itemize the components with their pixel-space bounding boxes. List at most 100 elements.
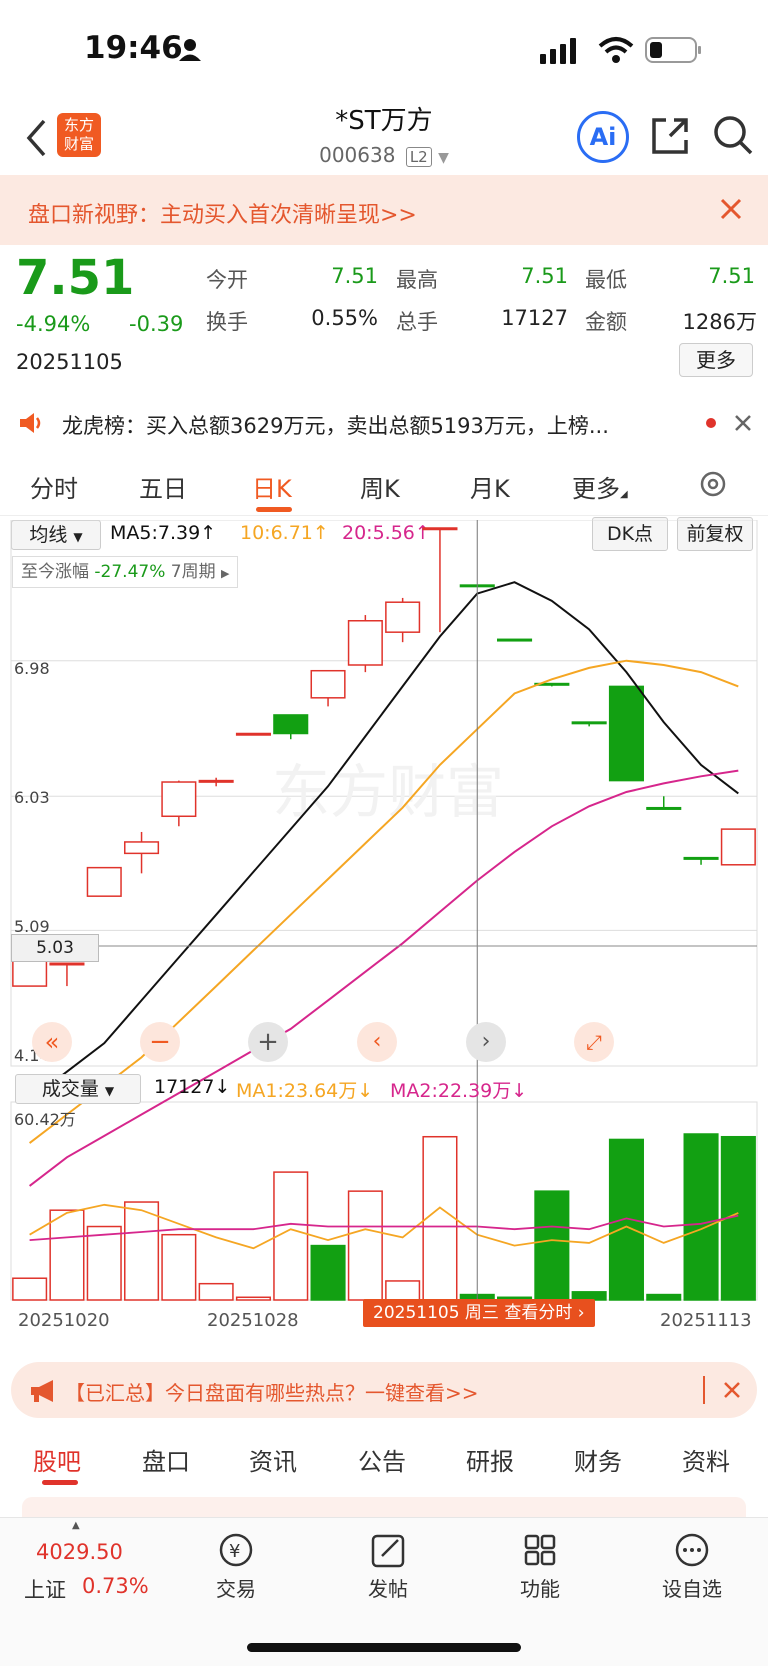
index-change: 0.73% <box>82 1574 149 1598</box>
index-name: 上证 <box>24 1578 66 1602</box>
candle-body <box>49 962 85 966</box>
more-button[interactable]: 更多 <box>679 343 753 377</box>
wifi-icon <box>598 37 634 63</box>
candle-body <box>385 601 421 633</box>
volume-bar <box>124 1201 160 1301</box>
x-label-2: 20251028 <box>207 1310 299 1331</box>
ma20-value: 20:5.56 <box>342 522 415 544</box>
nav-post[interactable]: 发帖 <box>338 1532 438 1602</box>
volume-number: 17127 <box>154 1076 215 1098</box>
range-label: 至今涨幅 <box>21 562 89 582</box>
signal-icon <box>540 38 576 64</box>
fullscreen-icon[interactable]: ⤢ <box>574 1022 614 1062</box>
volume-bar <box>310 1244 346 1301</box>
search-icon[interactable] <box>712 114 754 156</box>
back-icon[interactable] <box>24 118 48 158</box>
candle-body <box>720 828 756 866</box>
high-label: 最高 <box>396 268 438 292</box>
volume-indicator-select[interactable]: 成交量 ▼ <box>15 1074 141 1104</box>
active-tab-indicator <box>42 1480 78 1485</box>
tab-profile[interactable]: 资料 <box>682 1448 730 1476</box>
volume-indicator-label: 成交量 <box>41 1078 99 1100</box>
tab-announcements[interactable]: 公告 <box>358 1448 406 1476</box>
x-label-3: 20251113 <box>660 1310 752 1331</box>
candle-body <box>497 638 533 642</box>
tab-news[interactable]: 资讯 <box>249 1448 297 1476</box>
volume-bar <box>49 1209 85 1301</box>
zoom-in-icon[interactable]: + <box>248 1022 288 1062</box>
low-label: 最低 <box>585 268 627 292</box>
ai-button[interactable]: Ai <box>577 111 629 163</box>
candle-body <box>422 527 458 531</box>
scroll-left-fast-icon[interactable]: « <box>32 1022 72 1062</box>
volume-value: 17127 <box>501 306 568 330</box>
dk-point-button[interactable]: DK点 <box>592 517 668 551</box>
volume-bar <box>534 1190 570 1301</box>
nav-trade[interactable]: ¥ 交易 <box>186 1532 286 1602</box>
speaker-icon <box>20 413 41 433</box>
volume-bar <box>235 1296 271 1301</box>
caret-right-icon: ▶ <box>221 567 230 580</box>
volume-panel-frame <box>10 1101 758 1301</box>
hot-topics-banner[interactable]: 【已汇总】今日盘面有哪些热点？一键查看>> <box>11 1362 757 1418</box>
tab-intraday[interactable]: 分时 <box>30 475 78 503</box>
scroll-left-icon[interactable]: ‹ <box>357 1022 397 1062</box>
price-label-3: 5.09 <box>14 917 50 936</box>
kline-chart[interactable]: 东方财富 <box>0 520 768 1320</box>
stock-code-row[interactable]: 000638 L2 ▼ <box>0 143 768 167</box>
quote-date: 20251105 <box>16 350 123 374</box>
vol-ma1-line <box>29 1203 739 1250</box>
volume-bar <box>347 1190 383 1301</box>
range-period: 7周期 <box>170 562 216 582</box>
tab-reports[interactable]: 研报 <box>466 1448 514 1476</box>
nav-trade-label: 交易 <box>216 1577 256 1601</box>
close-icon[interactable] <box>720 198 742 220</box>
divider <box>703 1376 705 1404</box>
open-value: 7.51 <box>331 264 378 288</box>
close-icon[interactable] <box>723 1381 741 1399</box>
watermark: 东方财富 <box>272 758 504 826</box>
bottom-nav: ▲ 4029.50 上证 0.73% ¥ 交易 发帖 功能 设自选 <box>0 1517 768 1666</box>
tab-weekly-k[interactable]: 周K <box>360 475 400 503</box>
banner-text: 盘口新视野：主动买入首次清晰呈现>> <box>28 203 417 228</box>
tab-financials[interactable]: 财务 <box>574 1448 622 1476</box>
crosshair-price: 5.03 <box>11 934 99 962</box>
post-icon <box>371 1534 405 1568</box>
date-tooltip-text: 20251105 周三 查看分时 <box>373 1303 573 1323</box>
tab-monthly-k[interactable]: 月K <box>470 475 510 503</box>
nav-functions[interactable]: 功能 <box>490 1532 590 1602</box>
caret-icon: ◢ <box>620 489 628 500</box>
share-icon[interactable] <box>650 116 690 156</box>
zoom-out-icon[interactable]: − <box>140 1022 180 1062</box>
promo-banner[interactable]: 盘口新视野：主动买入首次清晰呈现>> <box>0 175 768 245</box>
price-panel-frame <box>10 520 758 1067</box>
amount-value: 1286万 <box>682 310 757 334</box>
indicator-select[interactable]: 均线 ▼ <box>11 520 101 550</box>
tab-five-day[interactable]: 五日 <box>139 475 187 503</box>
tab-daily-k[interactable]: 日K <box>252 475 292 503</box>
settings-icon[interactable] <box>698 469 728 499</box>
turnover-value: 0.55% <box>311 306 378 330</box>
tab-orderbook[interactable]: 盘口 <box>142 1448 190 1476</box>
date-tooltip[interactable]: 20251105 周三 查看分时 › <box>363 1299 595 1327</box>
range-change-box[interactable]: 至今涨幅 -27.47% 7周期 ▶ <box>12 556 239 588</box>
price-label-1: 6.98 <box>14 659 50 678</box>
app-logo: 东方财富 <box>57 113 101 157</box>
active-tab-indicator <box>256 507 292 512</box>
index-value[interactable]: 4029.50 <box>36 1540 123 1564</box>
caret-up-icon: ▲ <box>72 1520 80 1531</box>
volume-bar <box>198 1282 234 1301</box>
vol-ma1-value: MA1:23.64万 <box>236 1080 358 1102</box>
volume-bar <box>86 1225 122 1301</box>
close-icon[interactable] <box>734 414 752 432</box>
ma20-line <box>28 769 739 1187</box>
nav-add-watchlist[interactable]: 设自选 <box>642 1532 742 1602</box>
tab-more[interactable]: 更多◢ <box>572 469 628 504</box>
notice-text: 龙虎榜：买入总额3629万元，卖出总额5193万元，上榜... <box>62 414 609 438</box>
scroll-right-icon[interactable]: › <box>466 1022 506 1062</box>
notice-bar[interactable]: 龙虎榜：买入总额3629万元，卖出总额5193万元，上榜... <box>0 392 768 452</box>
stock-code: 000638 <box>319 143 396 167</box>
tab-forum[interactable]: 股吧 <box>33 1448 81 1476</box>
adjust-button[interactable]: 前复权 <box>677 517 753 551</box>
trade-icon: ¥ <box>219 1533 253 1567</box>
